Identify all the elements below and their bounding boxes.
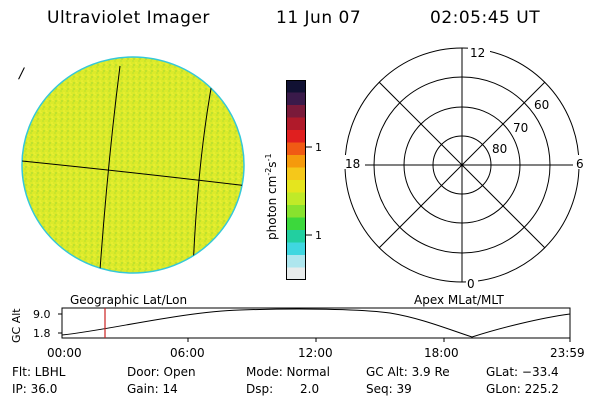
colorbar-segment bbox=[286, 130, 306, 143]
orbit-altitude-plot: 9.0 1.8 GC Alt bbox=[10, 307, 571, 343]
colorbar-segment bbox=[286, 105, 306, 118]
info-glon: GLon: 225.2 bbox=[486, 382, 559, 396]
colorbar-unit-label: photon cm-2s-1 bbox=[264, 153, 279, 240]
info-dsp-label: Dsp: bbox=[246, 382, 274, 396]
earth-disc bbox=[21, 56, 245, 274]
mlt-label-18: 18 bbox=[345, 157, 360, 171]
instrument-title: Ultraviolet Imager bbox=[47, 8, 210, 28]
info-dsp-value: 2.0 bbox=[300, 382, 320, 396]
color-scale-bar bbox=[286, 80, 306, 281]
y-tick-high: 9.0 bbox=[33, 308, 51, 321]
colorbar-segment bbox=[286, 92, 306, 106]
info-filter: Flt: LBHL bbox=[12, 365, 66, 379]
info-door: Door: Open bbox=[127, 365, 196, 379]
colorbar-segment bbox=[286, 255, 306, 268]
date-label: 11 Jun 07 bbox=[276, 8, 362, 28]
svg-text:photon cm-2s-1: photon cm-2s-1 bbox=[264, 153, 279, 240]
orbit-right-title: Apex MLat/MLT bbox=[414, 293, 504, 307]
lat-label-70: 70 bbox=[513, 121, 528, 135]
colorbar-segment bbox=[286, 230, 306, 243]
colorbar-segment bbox=[286, 180, 306, 193]
info-seq: Seq: 39 bbox=[366, 382, 412, 396]
colorbar-segment bbox=[286, 267, 306, 281]
mlt-label-12: 12 bbox=[470, 46, 485, 60]
info-mode: Mode: Normal bbox=[246, 365, 330, 379]
colorbar-segment bbox=[286, 167, 306, 181]
info-ip: IP: 36.0 bbox=[12, 382, 58, 396]
y-tick-low: 1.8 bbox=[33, 327, 51, 340]
colorbar-segment bbox=[286, 205, 306, 218]
x-tick-0600: 06:00 bbox=[170, 346, 205, 360]
x-tick-0000: 00:00 bbox=[47, 346, 82, 360]
colorbar-tick-100: 100 bbox=[315, 141, 322, 154]
colorbar-annotations: 100 10 photon cm-2s-1 bbox=[264, 141, 322, 242]
mlt-label-6: 6 bbox=[576, 157, 584, 171]
colorbar-segment bbox=[286, 117, 306, 131]
altitude-curve bbox=[61, 308, 571, 338]
info-gc-alt: GC Alt: 3.9 Re bbox=[366, 365, 450, 379]
lat-label-80: 80 bbox=[492, 142, 507, 156]
polar-mlat-mlt-plot: 12 18 6 0 60 70 80 bbox=[343, 45, 587, 291]
orbit-left-title: Geographic Lat/Lon bbox=[70, 293, 188, 307]
colorbar-segment bbox=[286, 192, 306, 206]
mlt-label-0: 0 bbox=[467, 277, 475, 291]
uv-image-panel: / bbox=[17, 56, 245, 274]
info-glat: GLat: −33.4 bbox=[486, 365, 559, 379]
colorbar-segment bbox=[286, 80, 306, 93]
colorbar-segment bbox=[286, 142, 306, 156]
colorbar-segment bbox=[286, 217, 306, 231]
x-tick-1200: 12:00 bbox=[298, 346, 333, 360]
colorbar-segment bbox=[286, 242, 306, 256]
x-tick-1800: 18:00 bbox=[424, 346, 459, 360]
time-label: 02:05:45 UT bbox=[430, 8, 541, 28]
colorbar-segment bbox=[286, 155, 306, 168]
x-tick-2359: 23:59 bbox=[550, 346, 585, 360]
corner-mark: / bbox=[17, 66, 25, 82]
y-axis-label: GC Alt bbox=[10, 308, 23, 343]
colorbar-tick-10: 10 bbox=[315, 229, 322, 242]
info-gain: Gain: 14 bbox=[127, 382, 178, 396]
lat-label-60: 60 bbox=[534, 98, 549, 112]
